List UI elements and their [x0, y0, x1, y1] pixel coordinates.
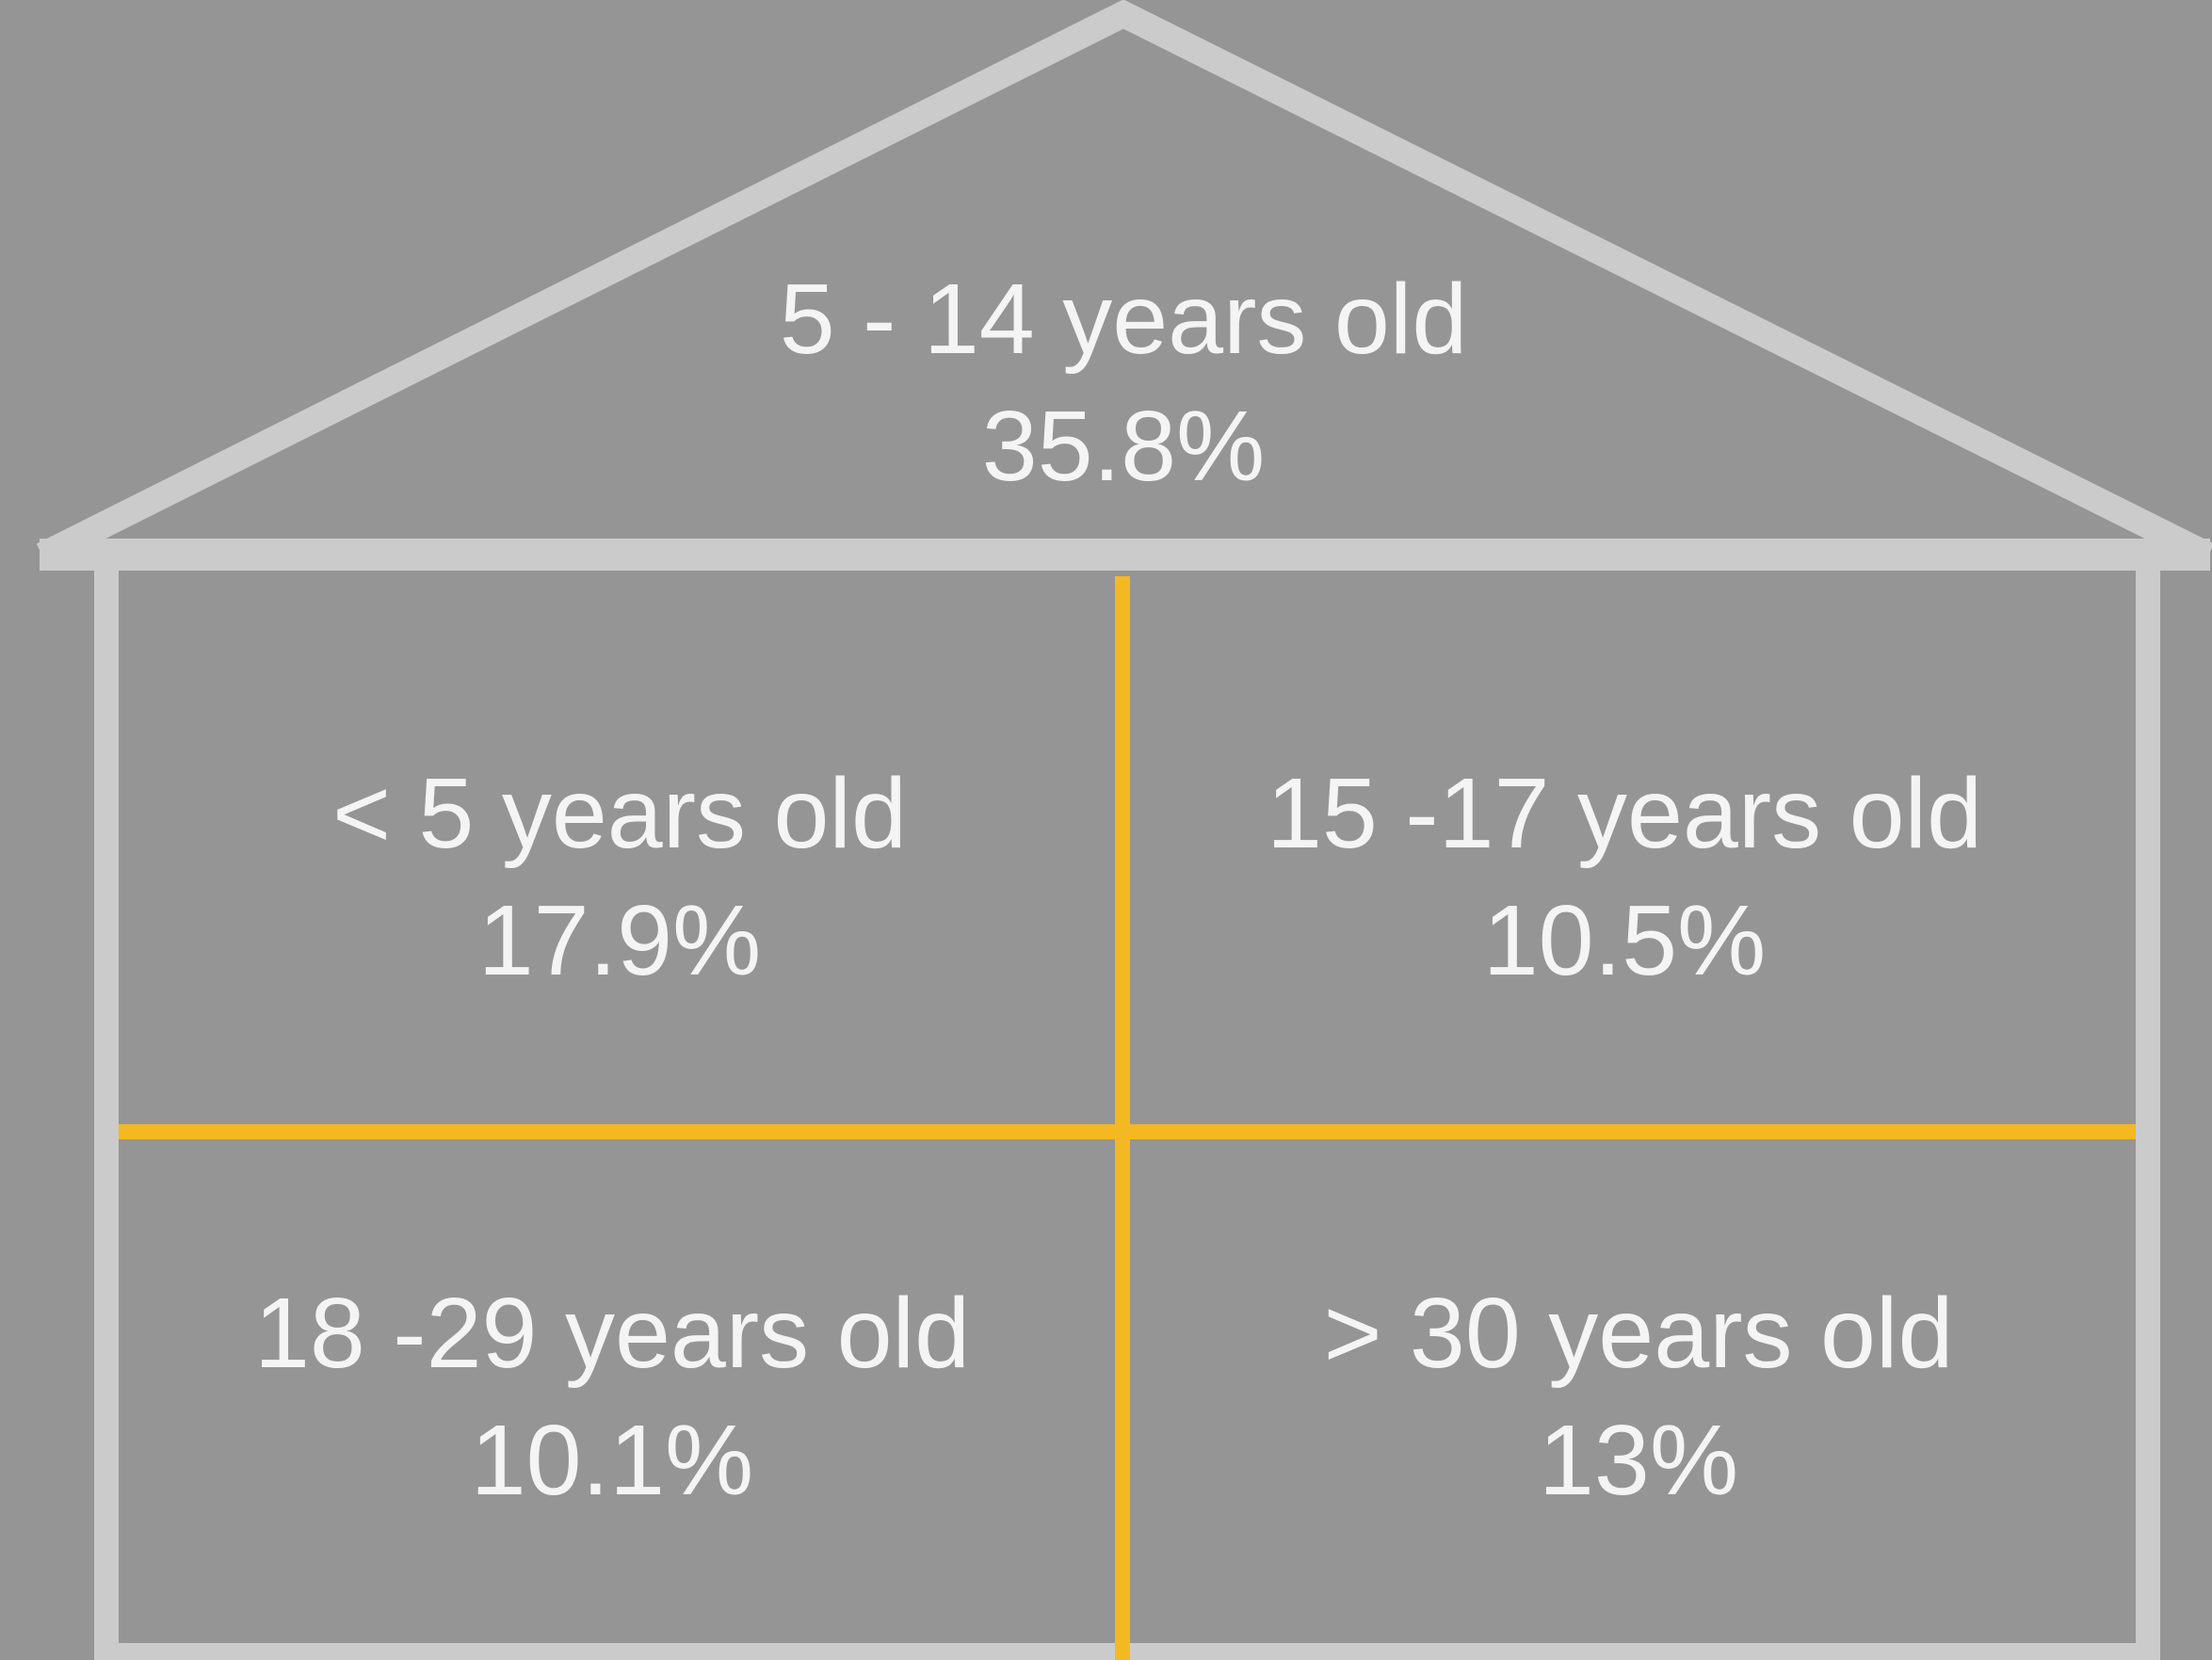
- roof-outline: [36, 0, 2212, 568]
- right-wall: [2136, 560, 2160, 1660]
- bottom-right-value: 13%: [1539, 1405, 1738, 1516]
- top-right-label: 15 -17 years old: [1267, 758, 1982, 869]
- top-left-value: 17.9%: [478, 885, 762, 996]
- section-bottom-right: > 30 years old 13%: [1324, 1278, 1954, 1516]
- bottom-left-label: 18 -29 years old: [254, 1278, 970, 1389]
- left-wall: [94, 560, 119, 1660]
- roof-value: 35.8%: [982, 391, 1266, 502]
- horizontal-divider: [119, 1124, 2136, 1139]
- section-top-right: 15 -17 years old 10.5%: [1267, 758, 1982, 996]
- eave-beam: [40, 539, 2210, 571]
- section-bottom-left: 18 -29 years old 10.1%: [254, 1278, 970, 1516]
- vertical-divider: [1115, 576, 1130, 1660]
- bottom-right-label: > 30 years old: [1324, 1278, 1954, 1389]
- top-left-label: < 5 years old: [332, 758, 907, 869]
- section-top-left: < 5 years old 17.9%: [332, 758, 907, 996]
- section-roof: 5 - 14 years old 35.8%: [780, 264, 1468, 502]
- top-right-value: 10.5%: [1483, 885, 1767, 996]
- roof-label: 5 - 14 years old: [780, 264, 1468, 375]
- bottom-left-value: 10.1%: [471, 1405, 754, 1516]
